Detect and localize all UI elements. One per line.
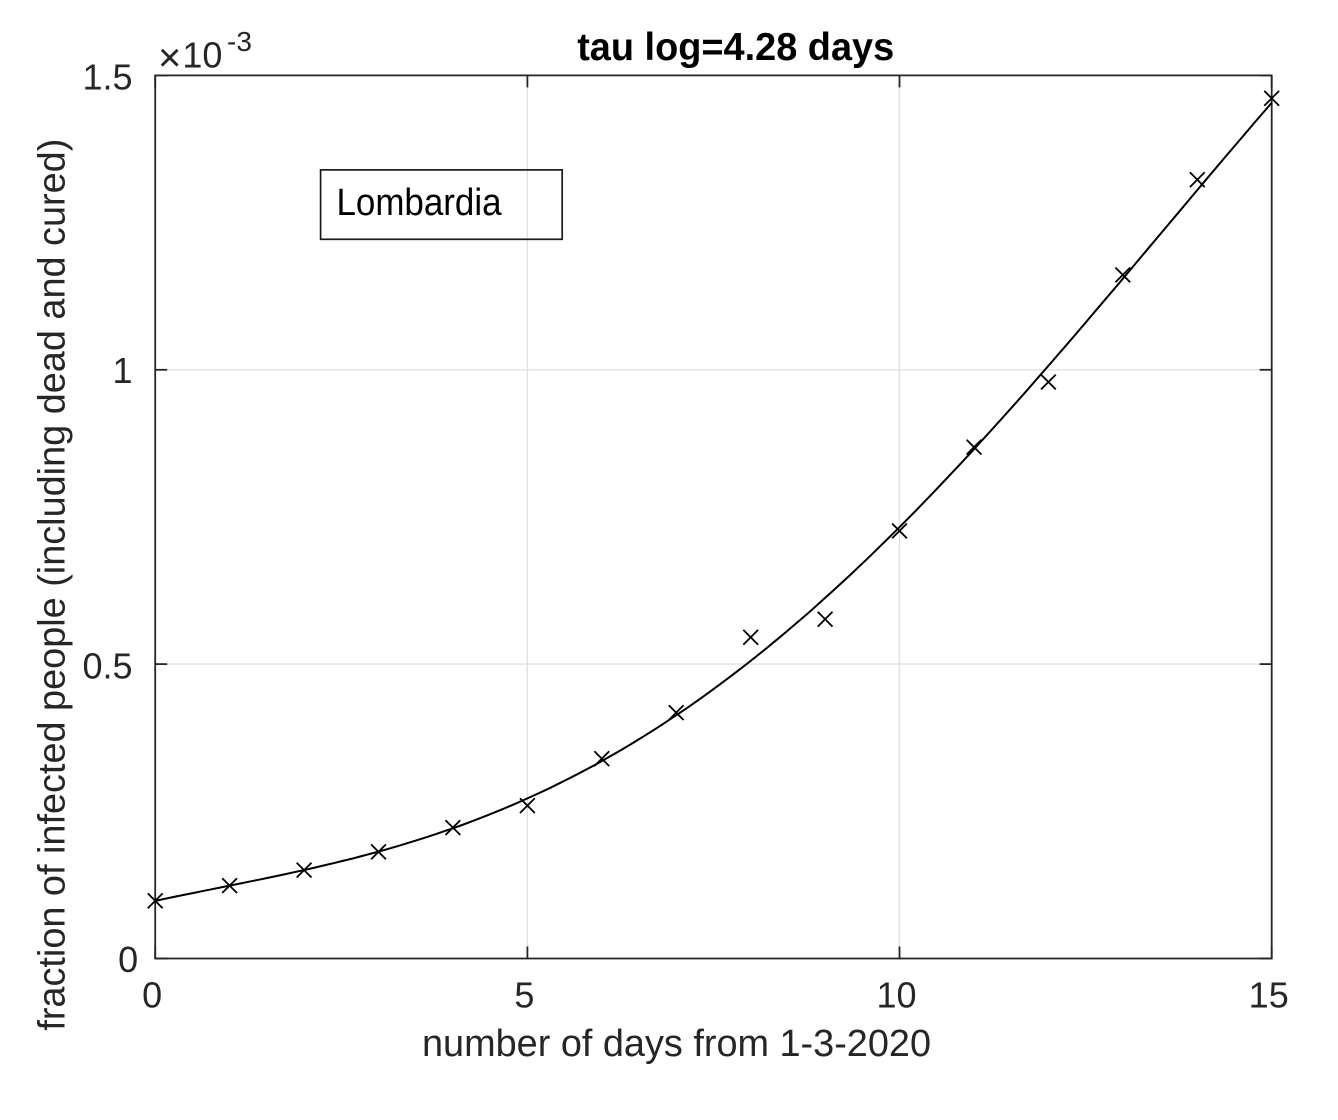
svg-text:number of days from 1-3-2020: number of days from 1-3-2020 — [422, 1022, 931, 1064]
svg-text:-3: -3 — [227, 26, 252, 57]
svg-text:10: 10 — [876, 975, 916, 1016]
svg-text:5: 5 — [514, 975, 534, 1016]
svg-text:0: 0 — [118, 939, 138, 980]
svg-text:1.5: 1.5 — [82, 57, 132, 98]
svg-text:1: 1 — [112, 350, 132, 391]
svg-text:×: × — [158, 36, 181, 80]
svg-text:0.5: 0.5 — [82, 645, 132, 686]
svg-text:Lombardia: Lombardia — [337, 182, 503, 224]
svg-text:10: 10 — [182, 35, 222, 76]
svg-text:0: 0 — [142, 975, 162, 1016]
svg-text:tau log=4.28 days: tau log=4.28 days — [577, 26, 894, 69]
svg-text:15: 15 — [1249, 975, 1289, 1016]
svg-text:fraction of infected people (i: fraction of infected people (including d… — [31, 139, 73, 1031]
